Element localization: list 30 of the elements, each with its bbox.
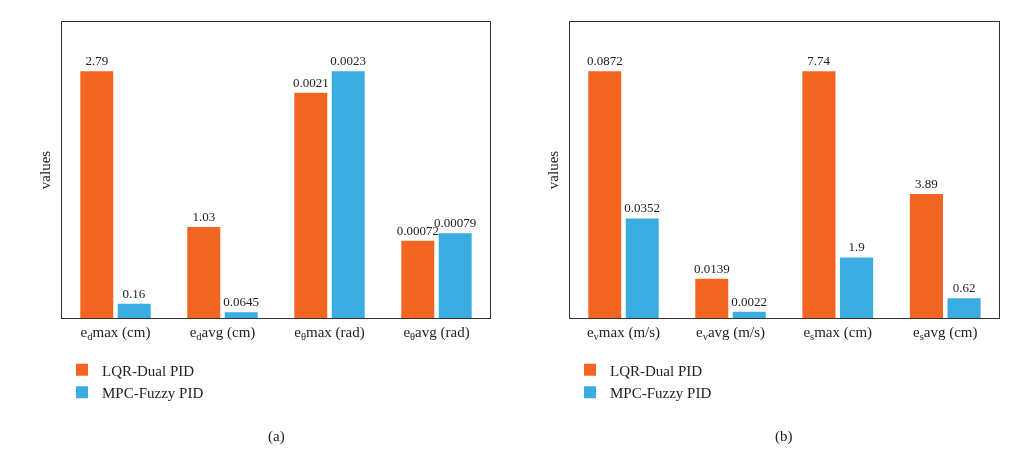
data-label: 1.03 [192, 208, 216, 224]
data-label: 0.0872 [586, 53, 623, 69]
legend-label: LQR-Dual PID [610, 362, 703, 379]
text: (b) [775, 428, 793, 445]
data-label: 0.0352 [624, 200, 661, 216]
data-label: 0.62 [952, 280, 976, 296]
legend-label: MPC-Fuzzy PID [102, 385, 204, 402]
y-axis-title: values [37, 150, 54, 190]
x-tick-label: e$_{v}$max (m/s) [586, 324, 661, 343]
data-label: 2.79 [85, 53, 109, 69]
x-tick-label: e$_{d}$max (cm) [80, 324, 151, 343]
data-label: 0.0645 [223, 294, 260, 310]
y-axis-title: values [545, 150, 562, 190]
text: (a) [268, 428, 285, 445]
x-tick-label: e$_{θ}$max (rad) [294, 324, 365, 343]
x-tick-label: e$_{v}$avg (m/s) [696, 324, 765, 343]
data-label: 0.0021 [292, 74, 329, 90]
data-label: 7.74 [807, 53, 831, 69]
legend-label: LQR-Dual PID [102, 362, 195, 379]
data-label: 0.16 [122, 285, 146, 301]
data-label: 0.0139 [693, 260, 730, 276]
legend-label: MPC-Fuzzy PID [610, 385, 712, 402]
data-label: 1.9 [848, 239, 865, 255]
data-label: 0.0023 [330, 53, 367, 69]
x-tick-label: e$_{d}$avg (cm) [189, 324, 256, 343]
x-tick-label: e$_{θ}$avg (rad) [403, 324, 470, 343]
x-tick-label: e$_{s}$avg (cm) [913, 324, 978, 343]
x-tick-label: e$_{s}$max (cm) [803, 324, 873, 343]
data-label: 3.89 [915, 176, 938, 192]
data-label: 0.0022 [731, 293, 768, 309]
